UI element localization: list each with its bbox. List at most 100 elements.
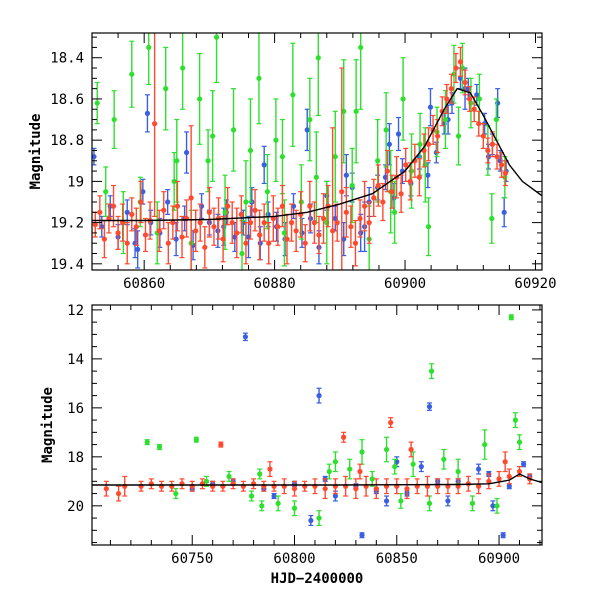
data-point <box>238 211 244 217</box>
data-point <box>476 121 482 127</box>
data-point <box>316 232 322 238</box>
data-point <box>475 483 482 489</box>
data-point <box>307 116 313 123</box>
data-point <box>410 461 416 467</box>
data-point <box>474 92 480 98</box>
data-point <box>485 147 491 154</box>
data-point <box>197 220 203 226</box>
data-point <box>183 149 190 156</box>
data-point <box>375 182 381 189</box>
data-point <box>281 230 287 236</box>
data-point <box>261 162 267 168</box>
data-point <box>448 86 454 92</box>
data-point <box>326 468 332 475</box>
data-point <box>243 199 249 205</box>
data-point <box>392 464 398 470</box>
data-point <box>383 127 389 133</box>
data-point <box>475 466 482 472</box>
series-2 <box>92 33 509 270</box>
data-point <box>348 224 354 230</box>
plot-area <box>92 33 542 270</box>
data-point <box>502 459 508 465</box>
y-tick-label: 18.6 <box>50 92 84 108</box>
data-point <box>142 232 149 238</box>
data-point <box>266 240 272 246</box>
data-point <box>441 456 447 462</box>
data-point <box>146 44 152 51</box>
bottom-panel: 60750 60800 60850 60900 12 14 16 18 20 Magnitude H… <box>40 303 543 587</box>
data-point <box>404 486 410 492</box>
data-point <box>462 79 468 86</box>
data-point <box>218 441 224 448</box>
data-point <box>92 222 98 228</box>
data-point <box>259 503 265 509</box>
y-tick-label: 14 <box>67 352 84 368</box>
y-tick-label: 16 <box>67 401 84 417</box>
data-point <box>165 199 171 205</box>
data-point <box>375 158 381 164</box>
data-point <box>489 141 496 147</box>
data-point <box>469 500 476 506</box>
data-point <box>384 168 391 174</box>
data-point <box>516 439 523 445</box>
data-point <box>426 500 433 506</box>
data-point <box>407 178 413 184</box>
data-point <box>349 182 355 189</box>
data-point <box>494 503 500 509</box>
data-point <box>486 478 492 484</box>
y-tick-label: 18 <box>67 450 84 466</box>
data-point <box>444 96 450 102</box>
data-point <box>252 207 258 213</box>
data-point <box>92 154 97 160</box>
data-point <box>332 493 339 499</box>
data-point <box>271 493 277 499</box>
y-tick-label: 19 <box>67 174 84 190</box>
data-point <box>357 215 363 222</box>
data-point <box>425 141 432 147</box>
data-point <box>343 209 349 215</box>
data-point <box>498 162 505 168</box>
data-point <box>247 147 254 154</box>
data-point <box>347 466 353 472</box>
data-point <box>386 141 392 147</box>
x-axis-label: HJD−2400000 <box>271 571 364 587</box>
data-point <box>124 209 130 215</box>
data-point <box>111 116 117 123</box>
data-point <box>120 220 126 226</box>
series-0 <box>189 332 533 539</box>
data-point <box>213 34 220 40</box>
data-point <box>273 137 279 143</box>
data-point <box>234 230 240 236</box>
data-point <box>230 127 237 133</box>
data-point <box>398 498 404 504</box>
x-tick-label: 60800 <box>273 551 315 567</box>
data-point <box>358 44 364 51</box>
data-point <box>371 195 377 201</box>
data-point <box>330 228 336 234</box>
data-point <box>248 493 255 499</box>
x-tick-label: 60920 <box>514 276 556 292</box>
data-point <box>471 106 477 112</box>
data-point <box>133 224 139 230</box>
data-point <box>453 65 459 71</box>
data-point <box>279 154 286 160</box>
series-1 <box>144 314 523 527</box>
data-point <box>425 224 432 230</box>
y-tick-label: 18.8 <box>50 133 84 149</box>
data-point <box>388 419 394 426</box>
data-point <box>279 203 286 209</box>
data-point <box>163 86 169 92</box>
data-point <box>403 162 409 168</box>
y-tick-label: 19.4 <box>50 257 84 273</box>
plot-area <box>92 314 542 539</box>
data-point <box>239 250 245 257</box>
data-point <box>482 441 488 448</box>
data-point <box>290 92 296 98</box>
data-point <box>369 476 375 482</box>
data-point <box>516 468 523 475</box>
y-axis-label: Magnitude <box>28 114 44 190</box>
data-point <box>220 236 226 242</box>
data-point <box>275 500 281 506</box>
data-point <box>501 209 507 215</box>
data-point <box>353 108 359 114</box>
